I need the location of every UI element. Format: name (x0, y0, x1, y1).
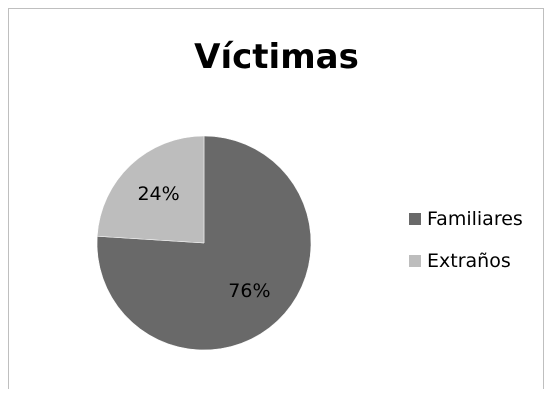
pie-slice-extranos (96, 135, 205, 244)
data-label-familiares: 76% (228, 280, 270, 302)
pie-chart: 76% 24% (96, 135, 312, 351)
legend-label-familiares: Familiares (427, 208, 523, 230)
chart-title: Víctimas (194, 37, 359, 77)
pie-slice-familiares (96, 135, 312, 351)
data-label-extranos: 24% (137, 183, 179, 205)
legend-swatch-familiares (409, 213, 421, 225)
chart-frame: Víctimas 76% 24% Familiares Extraños (8, 8, 544, 389)
legend-label-extranos: Extraños (427, 250, 511, 272)
legend-item-extranos: Extraños (409, 249, 523, 273)
legend-swatch-extranos (409, 255, 421, 267)
legend-item-familiares: Familiares (409, 207, 523, 231)
legend: Familiares Extraños (409, 207, 523, 291)
